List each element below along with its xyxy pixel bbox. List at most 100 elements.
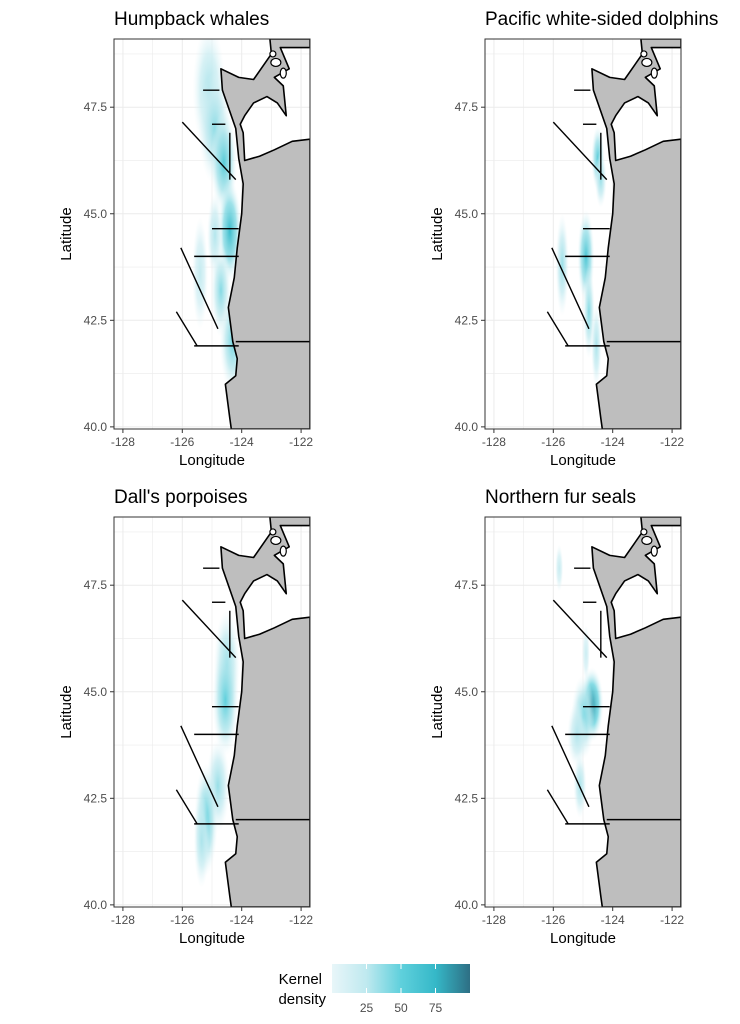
island [279,545,287,557]
density-hotspot [555,213,569,317]
y-tick-label: 45.0 [84,685,108,699]
survey-transect [546,789,569,825]
x-axis: -128 -126 -124 -122 Longitude [482,907,684,947]
x-tick-label: -126 [170,435,194,449]
y-axis-label: Latitude [429,207,446,260]
survey-transect [552,599,608,659]
island [650,67,658,79]
survey-transect [180,725,219,808]
y-axis: 40.0 42.5 45.0 47.5 Latitude [58,100,114,434]
y-tick-label: 40.0 [455,898,479,912]
x-axis-label: Longitude [179,930,245,947]
legend-ticks: 25 50 75 [360,964,443,1015]
island [270,535,282,546]
density-hotspot [193,794,210,888]
panel-title: Dall's porpoises [114,487,248,508]
legend: Kernel density 25 50 75 [278,964,470,1015]
x-tick-label: -128 [482,913,506,927]
y-tick-label: 42.5 [455,313,479,327]
x-axis: -128 -126 -124 -122 Longitude [111,429,313,469]
panel-border [113,38,311,430]
density-hotspot [582,625,590,682]
plot-area [485,39,681,429]
panel-title: Pacific white-sided dolphins [485,9,718,30]
legend-tick-label: 50 [394,1001,408,1015]
x-tick-label: -128 [111,913,135,927]
land-mass [220,39,310,429]
density-hotspot [192,217,208,330]
survey-transect [175,311,198,347]
x-tick-label: -122 [289,435,313,449]
y-tick-label: 47.5 [84,100,108,114]
survey-transect [552,121,608,181]
y-axis-label: Latitude [58,685,75,738]
panel-dalls-porpoises: Dall's porpoises -128 -126 -124 -122 Longitu… [58,487,313,947]
y-tick-label: 42.5 [84,313,108,327]
density-hotspot [212,644,239,757]
x-axis-label: Longitude [550,452,616,469]
legend-tick-label: 25 [360,1001,374,1015]
y-tick-label: 47.5 [84,578,108,592]
survey-transect [180,247,219,330]
x-tick-label: -126 [541,435,565,449]
y-tick-label: 45.0 [84,207,108,221]
density-hotspot [555,544,564,592]
survey-transect [181,121,237,181]
x-tick-label: -128 [482,435,506,449]
x-axis-label: Longitude [550,930,616,947]
panel-title: Humpback whales [114,9,269,30]
x-tick-label: -124 [230,913,254,927]
legend-tick-label: 75 [429,1001,443,1015]
island [270,57,282,68]
island [269,50,277,58]
island [279,67,287,79]
panel-border [484,516,682,908]
island [650,545,658,557]
y-tick-label: 47.5 [455,578,479,592]
legend-title-line1: Kernel [279,971,322,988]
y-axis-label: Latitude [429,685,446,738]
panel-northern-fur-seals: Northern fur seals -128 -126 -124 -122 Longi… [429,487,684,947]
x-tick-label: -124 [601,913,625,927]
island [640,528,648,536]
plot-area [114,517,310,907]
x-tick-label: -122 [660,435,684,449]
y-axis: 40.0 42.5 45.0 47.5 Latitude [58,578,114,912]
plot-area [485,517,681,907]
land-mass [591,39,681,429]
survey-transect [551,247,590,330]
survey-transect [175,789,198,825]
x-axis-label: Longitude [179,452,245,469]
x-tick-label: -126 [170,913,194,927]
x-axis: -128 -126 -124 -122 Longitude [482,429,684,469]
panel-border [484,38,682,430]
y-tick-label: 47.5 [455,100,479,114]
x-axis: -128 -126 -124 -122 Longitude [111,907,313,947]
y-tick-label: 40.0 [455,420,479,434]
x-tick-label: -128 [111,435,135,449]
density-hotspot [573,752,587,819]
y-tick-label: 42.5 [455,791,479,805]
survey-transect [551,725,590,808]
x-tick-label: -122 [660,913,684,927]
island [269,528,277,536]
x-tick-label: -124 [601,435,625,449]
x-tick-label: -124 [230,435,254,449]
panel-border [113,516,311,908]
y-axis: 40.0 42.5 45.0 47.5 Latitude [429,100,485,434]
y-tick-label: 40.0 [84,898,108,912]
y-tick-label: 40.0 [84,420,108,434]
land-mass [220,517,310,907]
y-tick-label: 42.5 [84,791,108,805]
y-tick-label: 45.0 [455,207,479,221]
y-tick-label: 45.0 [455,685,479,699]
panel-title: Northern fur seals [485,487,636,508]
legend-title-line2: density [278,991,326,1008]
x-tick-label: -126 [541,913,565,927]
plot-area [114,39,310,429]
island [640,50,648,58]
land-mass [591,517,681,907]
panel-humpback: Humpback whales -128 -126 -124 -122 Longitud… [58,9,313,469]
survey-transect [546,311,569,347]
